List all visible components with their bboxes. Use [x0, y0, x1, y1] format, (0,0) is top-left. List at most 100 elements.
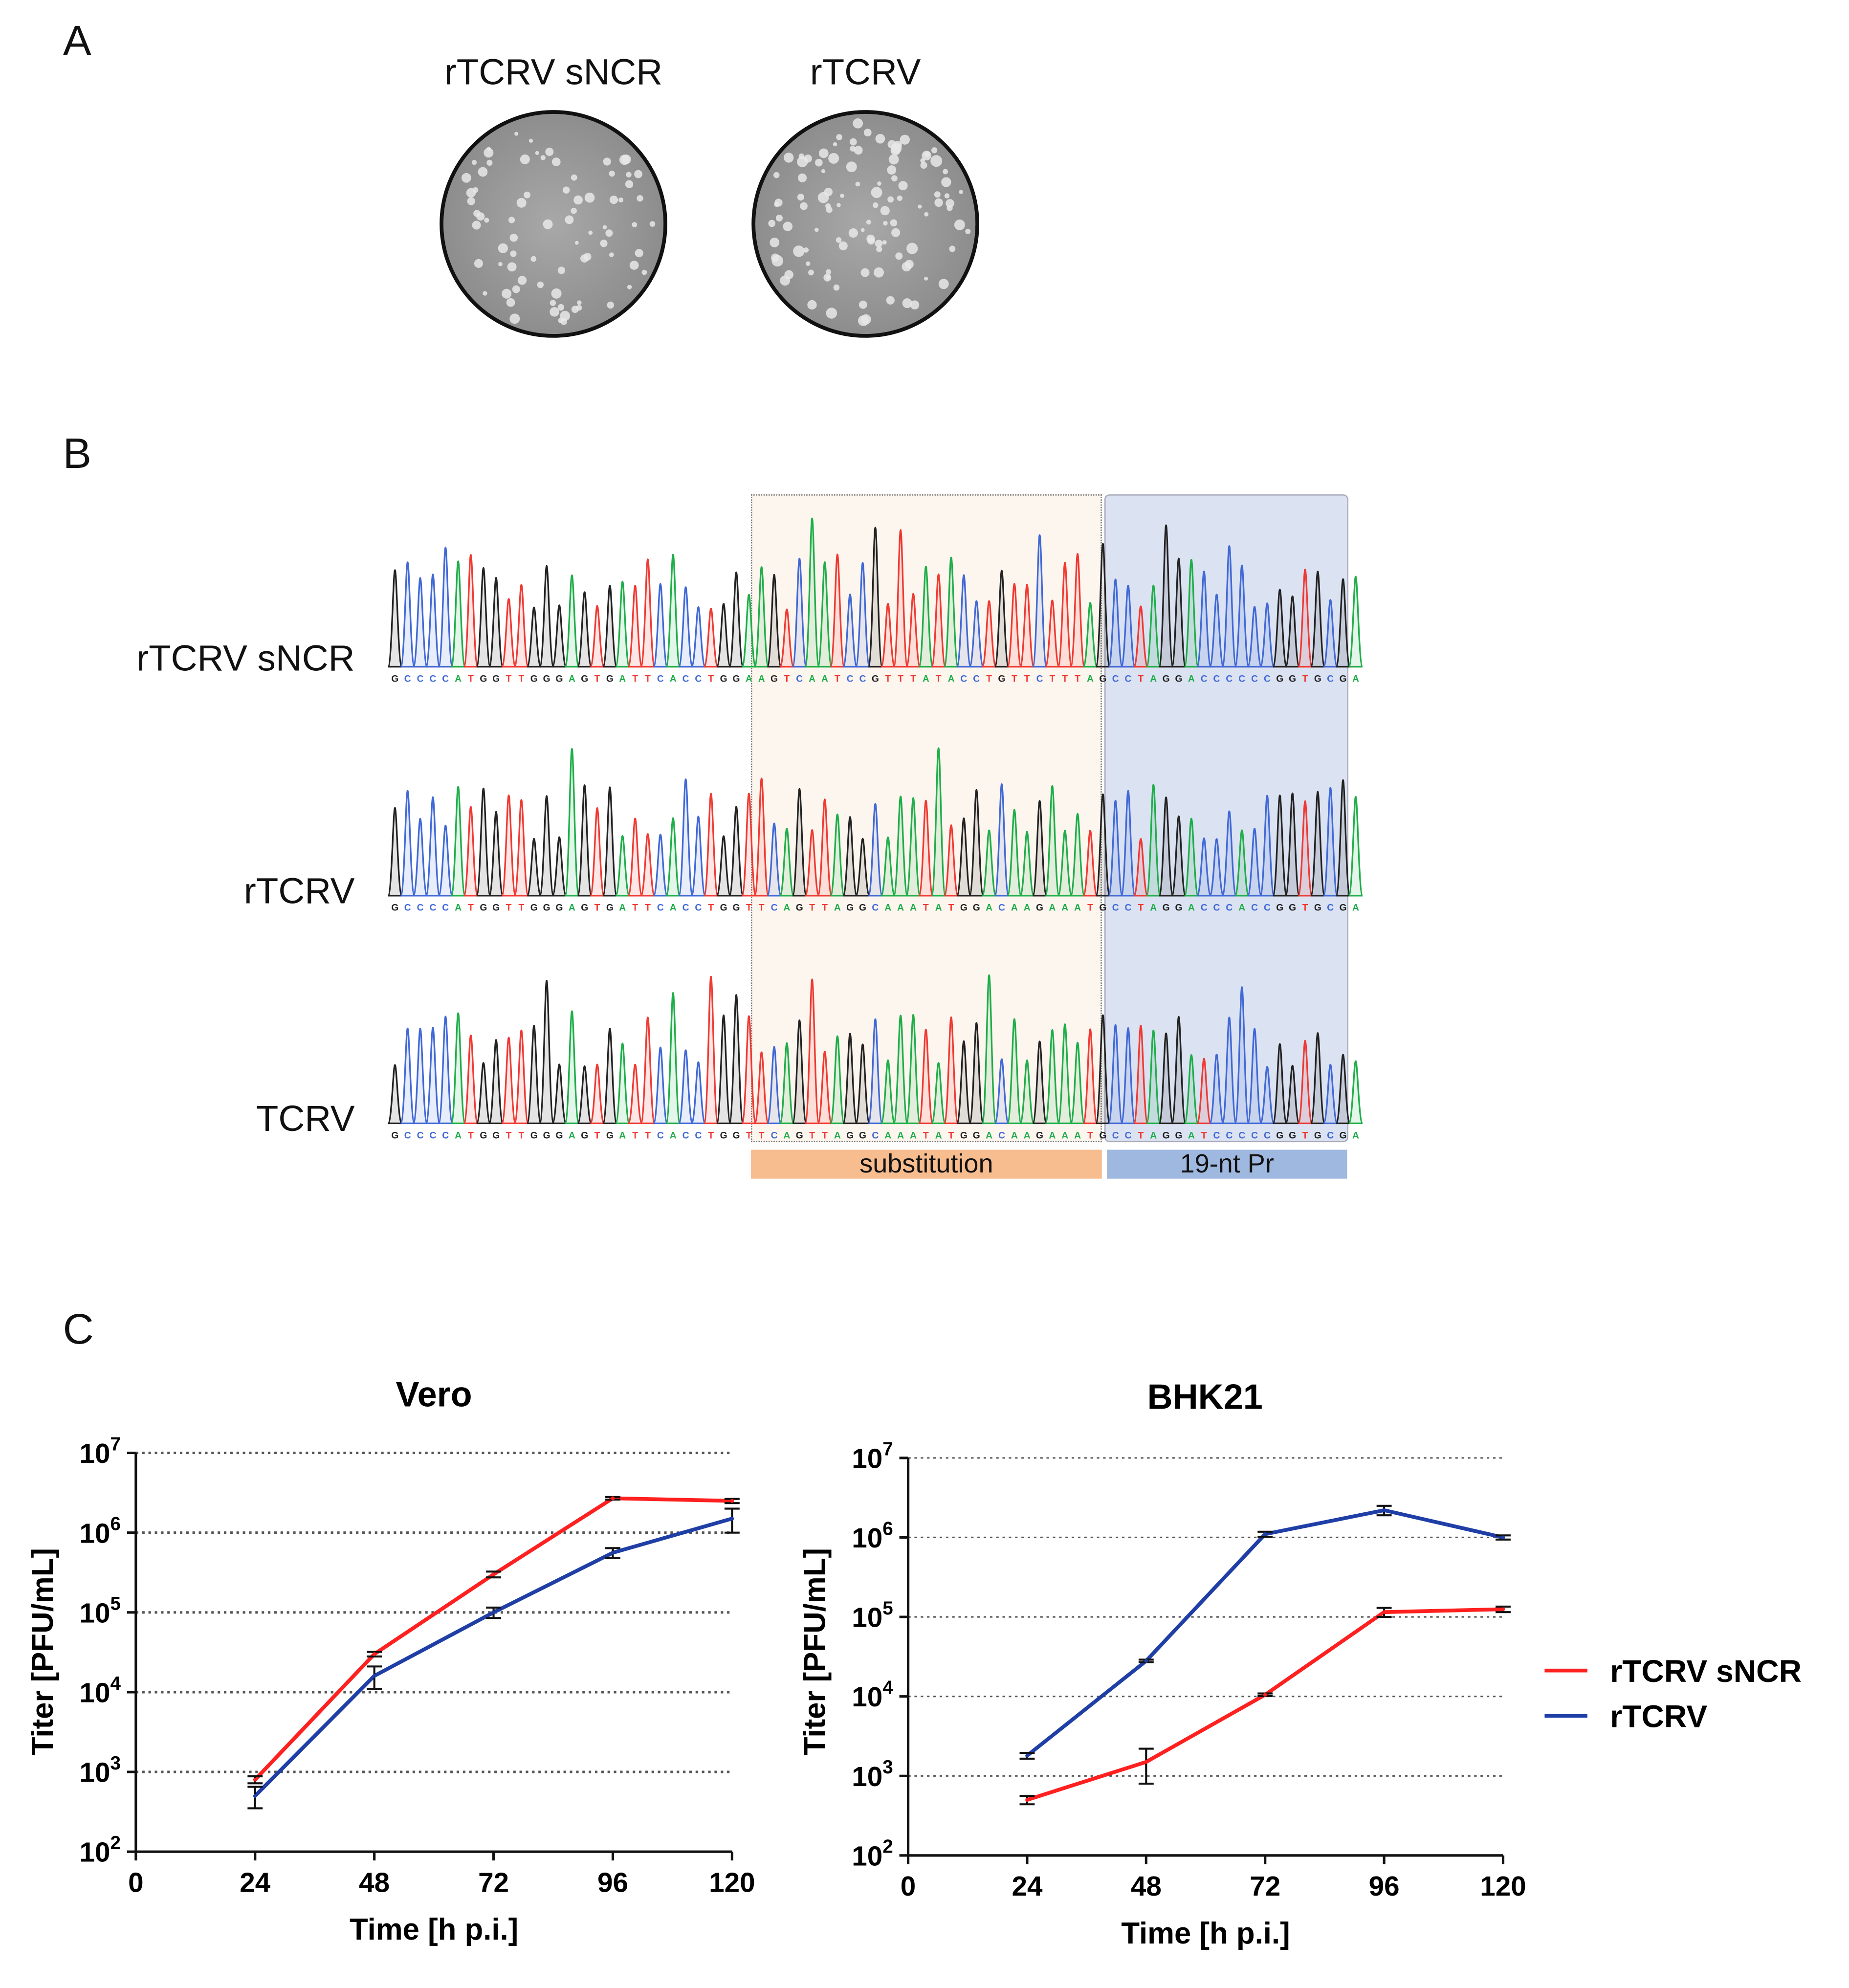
trace-peak	[1032, 1040, 1048, 1125]
base-call: A	[935, 903, 942, 913]
trace-peak	[1070, 813, 1085, 897]
base-call: C	[429, 674, 436, 684]
y-tick-label: 104	[852, 1678, 893, 1713]
plaque	[949, 245, 956, 252]
plaque	[520, 154, 530, 164]
base-call: T	[885, 674, 891, 684]
plaque	[577, 300, 582, 305]
plaque	[588, 230, 593, 235]
base-call: T	[1024, 674, 1030, 684]
trace-peak	[741, 1015, 757, 1125]
base-call: C	[998, 903, 1005, 913]
base-call: G	[391, 1130, 398, 1141]
substitution-label: substitution	[750, 1149, 1102, 1179]
trace-peak	[817, 1050, 833, 1125]
x-tick-label: 24	[1012, 1871, 1042, 1901]
trace-peak	[1272, 795, 1288, 897]
x-tick-label: 120	[709, 1867, 755, 1898]
plaque	[904, 260, 914, 269]
trace-peak	[1335, 578, 1351, 668]
base-call: G	[530, 674, 538, 684]
base-call: C	[657, 674, 664, 684]
plaque	[625, 180, 634, 188]
plaque	[635, 249, 643, 258]
trace-peak	[1209, 1053, 1225, 1125]
plaque	[507, 262, 517, 272]
plaque	[603, 157, 611, 166]
base-call: C	[657, 1130, 664, 1141]
base-call: C	[1201, 903, 1208, 913]
data-point	[253, 1794, 257, 1798]
base-call: A	[834, 903, 841, 913]
y-tick-label: 104	[80, 1673, 121, 1708]
base-call: G	[1314, 1130, 1321, 1141]
base-call: T	[645, 1130, 651, 1141]
trace-peak	[1007, 1018, 1022, 1125]
plaque	[571, 174, 577, 181]
plaque	[874, 267, 884, 278]
trace-peak	[905, 1014, 921, 1125]
trace-peak	[615, 1042, 630, 1125]
trace-peak	[1221, 545, 1237, 668]
trace-peak	[1297, 569, 1313, 668]
plaque	[472, 187, 479, 193]
plaque	[565, 215, 574, 224]
x-tick-label: 0	[128, 1867, 143, 1898]
plaque	[510, 250, 517, 257]
trace-peak	[1196, 837, 1212, 897]
plaque	[846, 161, 857, 173]
data-point	[1144, 1760, 1148, 1764]
plaque	[873, 202, 879, 208]
data-point	[730, 1499, 734, 1503]
base-call: A	[923, 674, 929, 684]
base-call: T	[948, 903, 954, 913]
trace-peak	[665, 992, 681, 1125]
trace-peak	[728, 571, 744, 668]
plaque	[824, 187, 833, 197]
base-call: G	[1340, 1130, 1347, 1141]
plaque	[543, 219, 553, 229]
plaque	[934, 198, 943, 207]
base-call: C	[998, 1130, 1005, 1141]
plaque	[576, 305, 582, 311]
base-call: G	[732, 674, 740, 684]
base-call: A	[783, 903, 790, 913]
trace-peak	[1221, 1016, 1237, 1125]
plaque	[965, 228, 971, 234]
base-call: G	[732, 1130, 740, 1141]
trace-peak	[1310, 1032, 1326, 1125]
trace-peak	[1145, 1029, 1161, 1125]
base-call: C	[417, 674, 424, 684]
base-call: A	[569, 1130, 575, 1141]
trace-peak	[1171, 557, 1187, 668]
base-call: C	[1238, 674, 1245, 684]
base-call: T	[1012, 674, 1017, 684]
series-line	[1026, 1508, 1504, 1757]
trace-peak	[1082, 1028, 1098, 1125]
base-call: G	[581, 903, 588, 913]
base-call: T	[632, 903, 638, 913]
base-call: G	[720, 903, 727, 913]
base-call: G	[581, 674, 588, 684]
base-call: G	[1289, 1130, 1296, 1141]
base-call: A	[455, 1130, 462, 1141]
plaque	[584, 192, 595, 203]
trace-peak	[1007, 809, 1022, 897]
data-point	[372, 1652, 376, 1656]
base-call: T	[1062, 674, 1068, 684]
plaque	[551, 157, 561, 166]
base-call: G	[846, 1130, 854, 1141]
base-call: C	[429, 903, 436, 913]
base-call: C	[1264, 1130, 1271, 1141]
trace-peak	[476, 787, 491, 897]
base-call: C	[442, 1130, 449, 1141]
legend-entry: rTCRV	[1610, 1699, 1707, 1734]
plaque	[609, 252, 614, 257]
trace-peak	[728, 994, 744, 1125]
base-call: C	[1251, 674, 1258, 684]
trace-peak	[1284, 595, 1300, 668]
trace-peak	[943, 824, 959, 897]
trace-peak	[956, 1040, 972, 1125]
trace-peak	[425, 1027, 441, 1125]
trace-peak	[994, 570, 1010, 668]
